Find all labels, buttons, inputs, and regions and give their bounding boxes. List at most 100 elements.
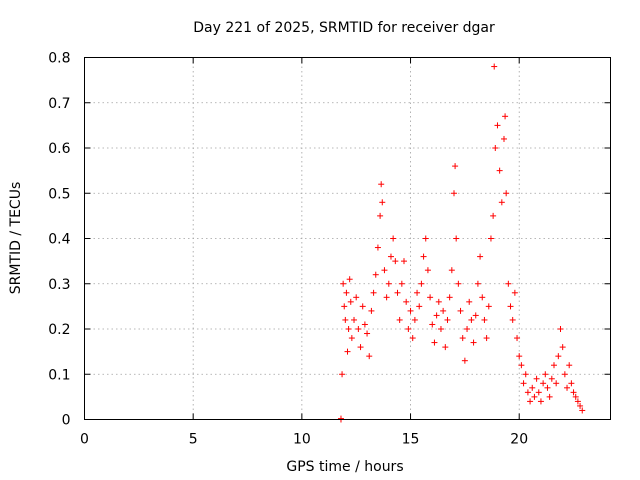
data-point <box>383 294 390 301</box>
data-point <box>550 362 557 369</box>
data-point <box>572 393 579 400</box>
data-point <box>379 199 386 206</box>
data-point <box>461 357 468 364</box>
data-point <box>378 181 385 188</box>
data-point <box>557 326 564 332</box>
y-tick-label: 0.3 <box>48 277 70 293</box>
data-point <box>344 348 351 355</box>
data-point <box>366 353 373 360</box>
data-point <box>459 335 466 342</box>
data-point <box>496 167 503 174</box>
data-point <box>414 289 421 296</box>
data-point <box>420 253 427 260</box>
data-point <box>487 235 494 242</box>
data-point <box>542 371 549 378</box>
data-point <box>346 276 353 283</box>
data-point <box>437 326 444 332</box>
data-point <box>540 380 547 387</box>
data-point <box>524 389 531 396</box>
data-point <box>381 267 388 274</box>
data-point <box>570 389 577 396</box>
data-point <box>466 298 473 305</box>
data-point <box>502 113 509 120</box>
data-point <box>483 335 490 342</box>
data-point <box>341 303 348 310</box>
data-point <box>372 271 379 278</box>
data-point <box>359 303 366 310</box>
data-point <box>452 163 459 170</box>
data-point <box>451 190 458 197</box>
data-point <box>361 321 368 328</box>
data-point <box>468 316 475 323</box>
data-point <box>403 298 410 305</box>
data-point <box>522 371 529 378</box>
y-tick-label: 0 <box>62 413 71 429</box>
plot-frame <box>84 57 611 420</box>
x-tick-label: 20 <box>510 432 528 448</box>
data-point <box>498 199 505 206</box>
x-tick-label: 10 <box>293 432 311 448</box>
x-tick-label: 5 <box>189 432 198 448</box>
data-point <box>377 212 384 219</box>
data-point <box>455 280 462 287</box>
data-point <box>472 312 479 319</box>
y-tick-label: 0.1 <box>48 367 70 383</box>
grid-layer <box>84 57 611 420</box>
data-point <box>370 289 377 296</box>
data-point <box>579 407 586 414</box>
data-point <box>507 303 514 310</box>
data-point <box>442 344 449 351</box>
data-point <box>337 415 344 422</box>
data-point <box>353 294 360 301</box>
data-point <box>516 353 523 360</box>
data-point <box>340 280 347 287</box>
data-point <box>457 307 464 314</box>
data-point <box>494 122 501 129</box>
x-tick-label: 0 <box>80 432 89 448</box>
data-point <box>535 389 542 396</box>
data-point <box>527 398 534 405</box>
data-point <box>351 316 358 323</box>
data-point <box>424 267 431 274</box>
data-point <box>394 289 401 296</box>
data-point <box>490 212 497 219</box>
data-point <box>503 190 510 197</box>
data-point <box>574 398 581 405</box>
data-point <box>566 362 573 369</box>
data-point <box>577 402 584 409</box>
data-point <box>464 326 471 332</box>
data-point <box>355 326 362 332</box>
data-point <box>385 280 392 287</box>
y-tick-label: 0.5 <box>48 186 70 202</box>
data-point <box>533 375 540 382</box>
data-point <box>433 312 440 319</box>
data-point <box>396 316 403 323</box>
data-point <box>368 307 375 314</box>
data-point <box>520 380 527 387</box>
data-point <box>416 303 423 310</box>
data-point <box>431 339 438 346</box>
data-point <box>537 398 544 405</box>
data-point <box>342 316 349 323</box>
data-point <box>435 298 442 305</box>
y-tick-label: 0.7 <box>48 96 70 112</box>
data-point <box>446 294 453 301</box>
data-point <box>427 294 434 301</box>
data-point <box>347 298 354 305</box>
data-point <box>387 253 394 260</box>
data-point <box>546 393 553 400</box>
data-point <box>491 63 498 70</box>
data-point <box>357 344 364 351</box>
data-point <box>409 335 416 342</box>
data-point <box>559 344 566 351</box>
axis-layer: 0 0.1 0.2 0.3 0.4 0.5 0.6 0.7 0.8 0 5 10 15 20 <box>48 51 611 448</box>
data-point <box>555 353 562 360</box>
data-point <box>531 393 538 400</box>
data-point <box>407 307 414 314</box>
data-point <box>514 335 521 342</box>
data-point <box>479 294 486 301</box>
data-point <box>477 253 484 260</box>
data-point <box>411 316 418 323</box>
x-tick-label: 15 <box>402 432 420 448</box>
